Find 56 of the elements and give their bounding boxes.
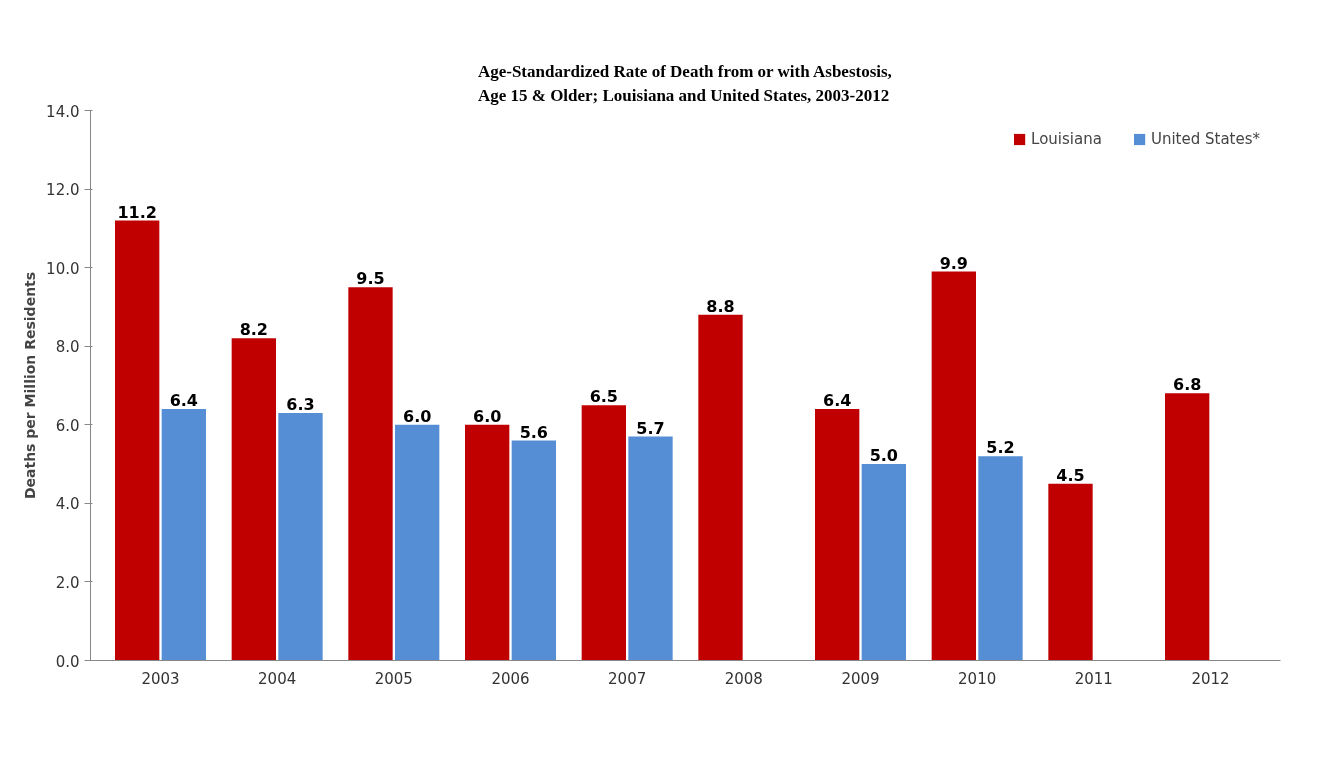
data-label: 5.0 [869,446,899,466]
x-tick-label: 2003 [141,669,180,688]
y-tick-label: 10.0 [46,259,80,278]
legend-label: United States* [1150,130,1260,148]
data-label: 5.6 [519,422,549,442]
chart-title: Age-Standardized Rate of Death from or with Asbestosis, Age 15 & Older; Louisiana and United States, 2003-2012 [477,61,892,106]
y-tick-label: 2.0 [55,573,80,592]
data-label: 5.7 [636,418,665,438]
bar [931,271,976,661]
data-label: 6.4 [169,391,199,411]
x-tick-label: 2009 [841,669,880,688]
bar [278,413,323,661]
x-tick-label: 2005 [374,669,413,688]
x-tick-label: 2012 [1191,669,1230,688]
y-tick-label: 4.0 [55,495,80,514]
data-label: 5.2 [986,438,1015,458]
data-label: 6.0 [402,406,432,426]
y-tick-label: 6.0 [55,416,80,435]
bar [231,338,276,661]
bar [1165,393,1210,661]
y-tick-label: 8.0 [55,338,80,357]
data-label: 8.8 [706,296,735,316]
bar [861,464,906,661]
x-tick-label: 2011 [1074,669,1113,688]
y-tick-label: 14.0 [46,102,80,121]
data-label: 9.9 [939,253,969,273]
data-label: 8.2 [239,320,269,340]
data-label: 6.4 [822,391,852,411]
data-label: 6.8 [1172,375,1202,395]
x-tick-label: 2008 [724,669,763,688]
bar [465,424,510,661]
bar [161,409,206,661]
bar [511,440,556,661]
y-axis-title: Deaths per Million Residents [22,271,39,500]
data-label: 6.0 [472,406,502,426]
data-label: 6.5 [589,387,619,407]
bar [581,405,626,661]
x-tick-label: 2004 [258,669,297,688]
bar [1048,483,1093,661]
legend-label: Louisiana [1031,130,1102,148]
data-label: 4.5 [1056,465,1085,485]
bar [395,424,440,661]
data-label: 6.3 [286,395,315,414]
bar [978,456,1023,661]
x-tick-label: 2007 [608,669,647,688]
x-tick-label: 2010 [958,669,997,688]
bar [698,314,743,661]
bar [628,436,673,661]
bar [348,287,393,661]
data-label: 9.5 [356,269,385,289]
bar [115,220,160,661]
bar [815,409,860,661]
x-tick-label: 2006 [491,669,530,688]
y-tick-label: 0.0 [55,652,80,671]
y-tick-label: 12.0 [46,181,80,200]
data-label: 11.2 [117,202,157,222]
